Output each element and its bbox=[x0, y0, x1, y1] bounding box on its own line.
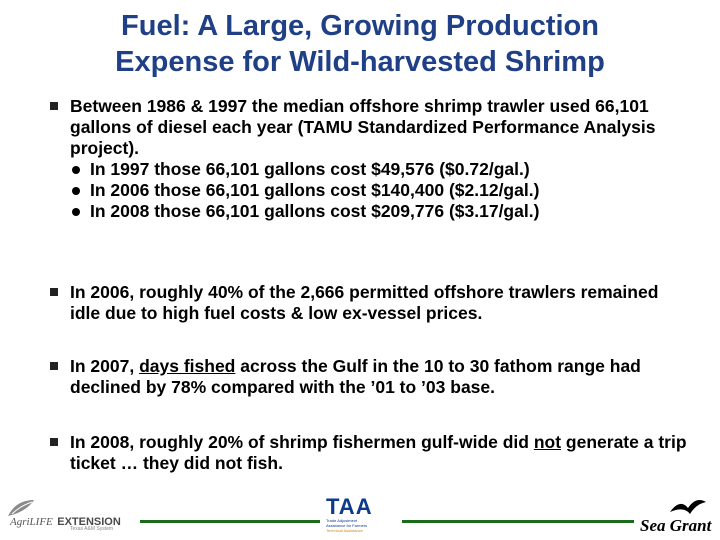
bullet-4-text-pre: In 2008, roughly 20% of shrimp fishermen… bbox=[70, 432, 534, 452]
taa-logo-text: TAA bbox=[326, 494, 373, 519]
bullet-3-text-post: across the Gulf in the 10 to 30 fathom r… bbox=[70, 356, 641, 397]
bullet-3: In 2007, days fished across the Gulf in … bbox=[50, 356, 690, 398]
bullet-3-text: In 2007, days fished across the Gulf in … bbox=[70, 356, 690, 398]
bullet-2-text: In 2006, roughly 40% of the 2,666 permit… bbox=[70, 282, 659, 323]
square-bullet-icon bbox=[50, 288, 58, 296]
agrilife-extension-logo: AgriLIFE EXTENSION Texas A&M System bbox=[6, 498, 136, 534]
slide-title-line-2: Expense for Wild-harvested Shrimp bbox=[115, 46, 605, 78]
round-bullet-icon bbox=[72, 166, 80, 174]
square-bullet-icon bbox=[50, 362, 58, 370]
footer-divider-left bbox=[140, 520, 320, 523]
taa-subtext-2: Assistance for Farmers bbox=[326, 523, 368, 528]
sea-grant-text: Sea Grant bbox=[640, 516, 712, 535]
sub-bullet-3: In 2008 those 66,101 gallons cost $209,7… bbox=[72, 201, 690, 222]
square-bullet-icon bbox=[50, 102, 58, 110]
sea-grant-logo: Sea Grant bbox=[640, 494, 718, 538]
bullet-3-text-pre: In 2007, bbox=[70, 356, 140, 376]
agrilife-script-text: AgriLIFE bbox=[10, 516, 53, 528]
seabird-icon bbox=[670, 500, 706, 514]
round-bullet-icon bbox=[72, 187, 80, 195]
taa-logo: TAA Trade Adjustment Assistance for Farm… bbox=[326, 496, 396, 538]
bullet-4: In 2008, roughly 20% of shrimp fishermen… bbox=[50, 432, 690, 474]
bullet-1-text: Between 1986 & 1997 the median offshore … bbox=[70, 96, 656, 158]
sub-bullet-3-text: In 2008 those 66,101 gallons cost $209,7… bbox=[90, 201, 540, 221]
taa-tagline: Technical Assistance bbox=[326, 528, 363, 533]
bullet-2: In 2006, roughly 40% of the 2,666 permit… bbox=[50, 282, 690, 324]
footer-divider-right bbox=[402, 520, 634, 523]
bullet-4-text: In 2008, roughly 20% of shrimp fishermen… bbox=[70, 432, 690, 474]
agrilife-subtext: Texas A&M System bbox=[70, 526, 114, 532]
bullet-1: Between 1986 & 1997 the median offshore … bbox=[50, 96, 690, 222]
agrilife-extension-text: EXTENSION bbox=[57, 516, 121, 528]
bullet-3-underlined: days fished bbox=[139, 356, 236, 376]
sub-bullet-2-text: In 2006 those 66,101 gallons cost $140,4… bbox=[90, 180, 540, 200]
sub-bullet-1: In 1997 those 66,101 gallons cost $49,57… bbox=[72, 159, 690, 180]
slide-title: Fuel: A Large, Growing Production Expens… bbox=[0, 8, 720, 80]
slide-title-line-1: Fuel: A Large, Growing Production bbox=[121, 10, 599, 42]
bullet-4-underlined: not bbox=[533, 432, 562, 452]
sub-bullet-1-text: In 1997 those 66,101 gallons cost $49,57… bbox=[90, 159, 530, 179]
sub-bullet-2: In 2006 those 66,101 gallons cost $140,4… bbox=[72, 180, 690, 201]
round-bullet-icon bbox=[72, 208, 80, 216]
bullet-4-text-post: generate a trip ticket … they did not fi… bbox=[70, 432, 687, 473]
taa-subtext-1: Trade Adjustment bbox=[326, 518, 358, 523]
square-bullet-icon bbox=[50, 438, 58, 446]
agrilife-leaf-icon bbox=[8, 500, 34, 516]
